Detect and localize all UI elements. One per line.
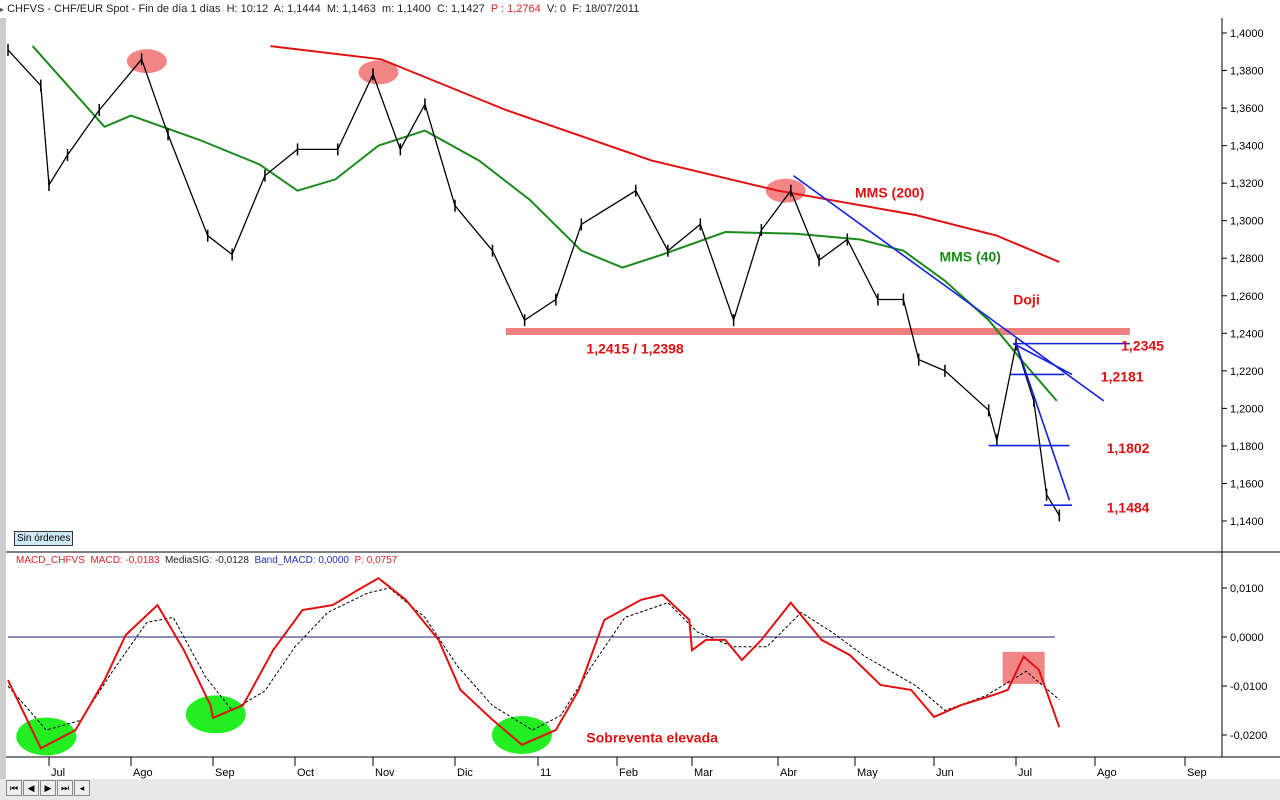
signal-line: [7, 587, 1060, 731]
annotation-label: 1,2181: [1101, 368, 1144, 384]
y-tick-label: 1,1800: [1230, 441, 1264, 453]
x-tick-label: Ago: [1097, 767, 1117, 779]
y-tick-label: 1,2600: [1230, 291, 1264, 303]
macd-y-tick-label: -0,0200: [1230, 730, 1267, 742]
x-tick-label: Sep: [215, 767, 235, 779]
volume-value: V: 0: [546, 3, 567, 15]
x-tick-label: Oct: [297, 767, 314, 779]
macd-value: MACD: -0,0183: [90, 555, 160, 566]
x-tick-label: Jul: [1018, 767, 1032, 779]
status-bar: [0, 779, 1280, 800]
y-tick-label: 1,4000: [1230, 28, 1264, 40]
oversold-highlight-ellipse: [491, 716, 552, 754]
scroll-left-button[interactable]: ◂: [74, 780, 90, 796]
y-tick-label: 1,3200: [1230, 178, 1264, 190]
macd-y-tick-label: 0,0000: [1230, 632, 1264, 644]
red-highlight-ellipse: [765, 178, 806, 203]
y-tick-label: 1,2200: [1230, 366, 1264, 378]
annotation-label: MMS (40): [939, 248, 1000, 264]
signal-value: MediaSIG: -0,0128: [164, 555, 249, 566]
expand-icon[interactable]: ▸: [0, 5, 5, 14]
oversold-highlight-ellipse: [185, 695, 246, 734]
x-tick-label: Sep: [1187, 767, 1207, 779]
y-tick-label: 1,2800: [1230, 253, 1264, 265]
annotation-label: 1,2345: [1121, 338, 1164, 354]
first-button[interactable]: ⏮: [6, 780, 22, 796]
high-value: M: 1,1463: [326, 3, 376, 15]
navigation-controls: ⏮ ◀ ▶ ⏭ ◂: [6, 780, 90, 796]
y-tick-label: 1,3600: [1230, 103, 1264, 115]
mms40-line: [31, 45, 1058, 402]
open-value: A: 1,1444: [273, 3, 321, 15]
date-value: F: 18/07/2011: [572, 3, 640, 15]
price-line: [7, 49, 1060, 516]
x-tick-label: Feb: [619, 767, 638, 779]
annotation-label: Sobreventa elevada: [586, 729, 718, 745]
red-highlight-ellipse: [358, 60, 399, 85]
x-tick-label: Dic: [457, 767, 473, 779]
prev-button[interactable]: ◀: [23, 780, 39, 796]
left-scrollbar: [0, 18, 6, 798]
macd-y-tick-label: 0,0100: [1230, 583, 1264, 595]
annotation-label: 1,2415 / 1,2398: [586, 340, 684, 356]
macd-line: [7, 576, 1061, 750]
x-tick-label: May: [857, 767, 878, 779]
y-tick-label: 1,1600: [1230, 478, 1264, 490]
y-tick-label: 1,2400: [1230, 328, 1264, 340]
oversold-highlight-ellipse: [16, 717, 77, 756]
x-tick-label: Mar: [694, 767, 713, 779]
x-tick-label: Ago: [133, 767, 153, 779]
trend-line: [1015, 343, 1071, 501]
y-tick-label: 1,1400: [1230, 516, 1264, 528]
low-value: m: 1,1400: [381, 3, 431, 15]
x-tick-label: 11: [540, 767, 551, 779]
annotation-label: Doji: [1013, 292, 1039, 308]
annotation-label: MMS (200): [855, 185, 924, 201]
price-panel: [0, 18, 1280, 553]
orders-status[interactable]: Sin órdenes: [14, 531, 74, 546]
macd-name: MACD_CHFVS: [16, 555, 85, 566]
x-tick-label: Jun: [936, 767, 954, 779]
chart-header: ▸ CHFVS - CHF/EUR Spot - Fin de día 1 dí…: [0, 0, 1222, 19]
mms200-line: [270, 45, 1060, 263]
y-tick-label: 1,3000: [1230, 216, 1264, 228]
macd-y-tick-label: -0,0100: [1230, 681, 1267, 693]
support-band: [505, 327, 1130, 335]
time-value: H: 10:12: [226, 3, 269, 15]
macd-p-value: P: 0,0757: [354, 555, 398, 566]
y-tick-label: 1,2000: [1230, 403, 1264, 415]
x-tick-label: Nov: [375, 767, 395, 779]
close-value: C: 1,1427: [436, 3, 485, 15]
y-tick-label: 1,3800: [1230, 66, 1264, 78]
y-tick-label: 1,3400: [1230, 141, 1264, 153]
annotation-label: 1,1802: [1107, 440, 1150, 456]
p-value: P : 1,2764: [490, 3, 541, 15]
trend-line: [1012, 342, 1073, 376]
symbol-label: CHFVS - CHF/EUR Spot - Fin de día 1 días: [7, 3, 221, 15]
macd-header: MACD_CHFVS MACD: -0,0183 MediaSIG: -0,01…: [16, 555, 397, 566]
annotation-label: 1,1484: [1107, 499, 1150, 515]
last-button[interactable]: ⏭: [57, 780, 73, 796]
x-tick-label: Abr: [780, 767, 797, 779]
next-button[interactable]: ▶: [40, 780, 56, 796]
band-value: Band_MACD: 0,0000: [254, 555, 349, 566]
x-tick-label: Jul: [51, 767, 65, 779]
red-highlight-ellipse: [126, 49, 167, 74]
